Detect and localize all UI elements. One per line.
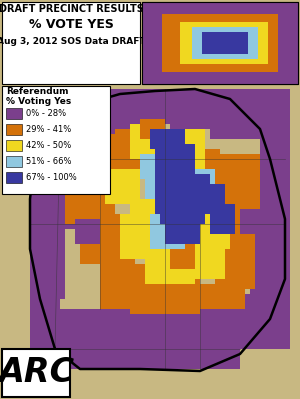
Polygon shape: [202, 32, 248, 54]
FancyBboxPatch shape: [6, 140, 22, 151]
Text: DRAFT PRECINCT RESULTS: DRAFT PRECINCT RESULTS: [0, 4, 143, 14]
Polygon shape: [200, 309, 240, 369]
Polygon shape: [200, 204, 230, 249]
FancyBboxPatch shape: [142, 2, 298, 84]
Polygon shape: [150, 204, 185, 249]
Text: 29% - 41%: 29% - 41%: [26, 125, 71, 134]
Polygon shape: [80, 214, 130, 264]
Polygon shape: [140, 89, 170, 124]
FancyBboxPatch shape: [2, 86, 110, 194]
Polygon shape: [195, 244, 225, 279]
Polygon shape: [145, 249, 195, 284]
Polygon shape: [155, 144, 195, 179]
FancyBboxPatch shape: [2, 349, 70, 397]
Text: Aug 3, 2012 SOS Data DRAFT: Aug 3, 2012 SOS Data DRAFT: [0, 36, 145, 45]
Polygon shape: [60, 309, 130, 369]
Polygon shape: [180, 22, 268, 64]
Text: 51% - 66%: 51% - 66%: [26, 157, 71, 166]
Text: Referendum: Referendum: [6, 87, 68, 97]
Polygon shape: [195, 284, 245, 309]
Polygon shape: [75, 219, 100, 244]
Polygon shape: [130, 124, 165, 159]
Polygon shape: [185, 169, 215, 204]
FancyBboxPatch shape: [6, 108, 22, 119]
Text: 42% - 50%: 42% - 50%: [26, 141, 71, 150]
Polygon shape: [150, 129, 185, 149]
Polygon shape: [255, 154, 290, 229]
Polygon shape: [192, 27, 258, 59]
Polygon shape: [120, 214, 150, 259]
FancyBboxPatch shape: [6, 124, 22, 135]
Polygon shape: [162, 14, 278, 72]
Polygon shape: [250, 224, 290, 299]
Polygon shape: [30, 144, 75, 229]
Polygon shape: [210, 89, 260, 139]
Polygon shape: [205, 184, 225, 204]
Polygon shape: [130, 314, 200, 369]
Polygon shape: [130, 199, 155, 214]
Polygon shape: [115, 129, 160, 174]
Text: 67% - 100%: 67% - 100%: [26, 173, 77, 182]
Polygon shape: [130, 264, 200, 314]
Polygon shape: [100, 134, 140, 174]
Polygon shape: [30, 294, 60, 349]
Polygon shape: [140, 154, 155, 179]
Polygon shape: [160, 209, 205, 224]
FancyBboxPatch shape: [6, 156, 22, 167]
Polygon shape: [210, 204, 255, 244]
Polygon shape: [240, 294, 290, 349]
Polygon shape: [205, 149, 220, 174]
Polygon shape: [105, 169, 140, 204]
Polygon shape: [30, 224, 65, 299]
Polygon shape: [145, 164, 185, 204]
Polygon shape: [200, 244, 215, 269]
Text: 0% - 28%: 0% - 28%: [26, 109, 66, 118]
Text: ARC: ARC: [0, 356, 74, 389]
Text: % Voting Yes: % Voting Yes: [6, 97, 71, 107]
Polygon shape: [215, 154, 260, 209]
Text: % VOTE YES: % VOTE YES: [28, 18, 113, 32]
Polygon shape: [165, 219, 200, 244]
Polygon shape: [100, 259, 135, 309]
FancyBboxPatch shape: [6, 172, 22, 183]
Polygon shape: [140, 119, 165, 139]
Polygon shape: [170, 89, 210, 129]
Polygon shape: [215, 239, 255, 289]
Polygon shape: [155, 174, 210, 214]
Polygon shape: [260, 89, 290, 159]
Polygon shape: [240, 209, 260, 234]
Polygon shape: [142, 2, 298, 84]
Polygon shape: [65, 169, 115, 224]
Polygon shape: [30, 89, 90, 149]
Polygon shape: [170, 244, 195, 269]
Polygon shape: [90, 89, 140, 134]
Polygon shape: [160, 129, 205, 169]
Polygon shape: [65, 129, 100, 174]
Polygon shape: [215, 239, 255, 269]
FancyBboxPatch shape: [2, 2, 140, 84]
Polygon shape: [210, 204, 235, 234]
Polygon shape: [142, 2, 298, 84]
